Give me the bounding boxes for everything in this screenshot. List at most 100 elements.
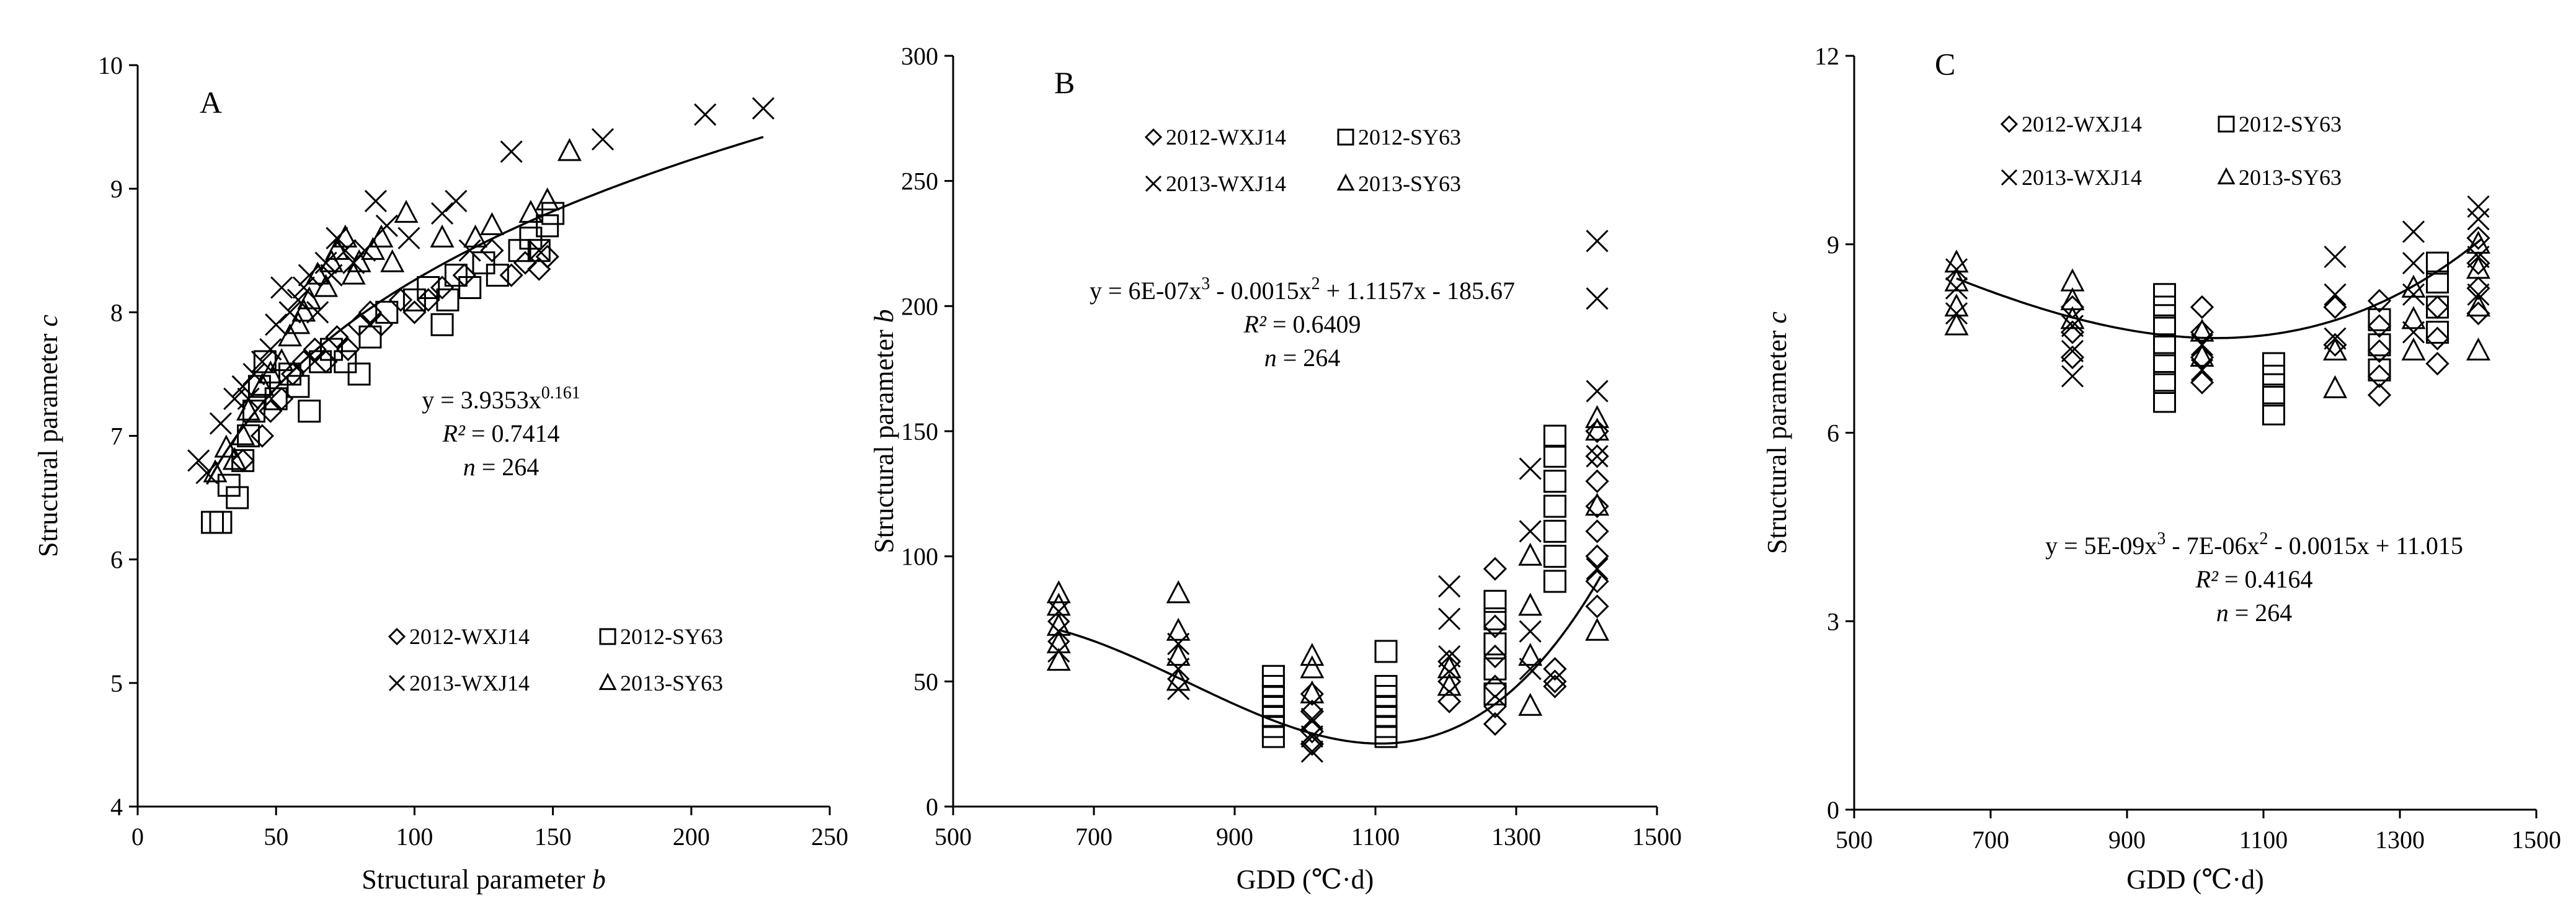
data-point: [2466, 276, 2490, 300]
data-point: [336, 337, 360, 362]
data-point: [2466, 230, 2490, 254]
legend-marker: [388, 627, 406, 646]
y-tick-label: 150: [901, 418, 938, 445]
trend-line: [1956, 238, 2483, 339]
y-tick-label: 300: [901, 42, 938, 70]
legend-label: 2012-SY63: [1358, 125, 1461, 150]
data-point: [2153, 295, 2176, 319]
data-point: [1300, 682, 1324, 706]
fit-equation: y = 5E-09x3 - 7E-06x2 - 0.0015x + 11.015…: [2045, 529, 2463, 627]
sample-size: n = 264: [1264, 344, 1341, 372]
data-point: [1300, 707, 1323, 730]
data-point: [1586, 445, 1609, 468]
data-point: [430, 313, 454, 336]
data-point: [251, 350, 273, 374]
data-point: [347, 362, 371, 386]
data-point: [2153, 390, 2176, 413]
series-2013-SY63: [1944, 230, 2490, 398]
data-point: [1483, 632, 1507, 656]
data-point: [2402, 321, 2425, 344]
data-point: [2061, 365, 2084, 388]
series-2013-WXJ14: [187, 97, 775, 485]
y-tick-label: 50: [913, 668, 938, 696]
data-point: [394, 200, 419, 223]
data-point: [2368, 333, 2391, 357]
data-point: [1483, 694, 1508, 718]
data-point: [2061, 339, 2084, 362]
data-point: [1437, 689, 1462, 713]
data-point: [2426, 295, 2449, 319]
legend-item: 2012-WXJ14: [1144, 125, 1286, 150]
legend-item: 2013-WXJ14: [1145, 171, 1286, 196]
y-axis-label: Structural parameter c: [33, 315, 63, 557]
data-point: [1543, 657, 1567, 681]
data-point: [2466, 226, 2490, 250]
data-point: [1047, 600, 1070, 623]
data-point: [1543, 424, 1566, 448]
x-axis-label: GDD (℃·d): [1237, 864, 1374, 895]
x-tick-label: 0: [131, 823, 144, 851]
data-point: [541, 202, 565, 225]
data-point: [187, 449, 210, 472]
data-point: [203, 459, 228, 483]
data-point: [1483, 589, 1507, 613]
data-point: [242, 400, 265, 423]
data-point: [752, 97, 775, 120]
data-point: [2153, 314, 2176, 338]
data-point: [1585, 493, 1610, 516]
data-point: [375, 214, 398, 237]
x-tick-label: 200: [673, 823, 710, 851]
x-axis-label: Structural parameter b: [362, 864, 605, 895]
data-point: [1166, 643, 1191, 666]
data-point: [1518, 692, 1543, 716]
data-point: [557, 138, 582, 161]
legend-marker: [2001, 169, 2018, 186]
legend-marker: [1337, 128, 1354, 146]
data-point: [2367, 339, 2392, 363]
data-point: [334, 239, 357, 262]
data-point: [278, 301, 301, 324]
r-squared: R² = 0.6409: [1243, 310, 1361, 338]
data-point: [314, 274, 339, 297]
data-point: [324, 236, 349, 260]
data-point: [297, 286, 322, 310]
y-tick-label: 3: [1827, 607, 1839, 635]
data-point: [319, 338, 343, 361]
y-tick-label: 7: [110, 423, 123, 450]
data-point: [1046, 593, 1071, 616]
data-point: [1519, 520, 1542, 543]
data-point: [2367, 364, 2392, 388]
y-tick-label: 6: [1827, 419, 1839, 447]
data-point: [270, 276, 293, 299]
y-tick-label: 0: [1827, 796, 1839, 824]
legend-label: 2012-WXJ14: [409, 624, 530, 649]
legend-marker: [598, 673, 617, 691]
data-point: [2401, 306, 2426, 329]
data-point: [305, 261, 330, 285]
data-point: [1483, 712, 1508, 736]
data-point: [1437, 655, 1462, 679]
data-point: [265, 313, 288, 336]
data-point: [1300, 732, 1324, 756]
data-point: [513, 251, 538, 275]
y-axis-label: Structural parameter b: [869, 309, 899, 553]
legend-label: 2013-WXJ14: [2022, 165, 2142, 190]
data-point: [209, 412, 232, 435]
y-tick-label: 100: [901, 543, 938, 571]
data-point: [500, 140, 523, 163]
data-point: [1374, 640, 1398, 663]
data-point: [2153, 371, 2176, 394]
legend-marker: [388, 674, 406, 692]
data-point: [1585, 594, 1609, 619]
data-point: [231, 449, 255, 472]
legend-label: 2012-WXJ14: [2022, 112, 2142, 136]
data-point: [535, 187, 560, 211]
panel-letter: A: [200, 85, 222, 120]
data-point: [325, 325, 349, 349]
data-point: [358, 325, 382, 349]
r-squared: R² = 0.4164: [2195, 565, 2313, 593]
data-point: [292, 276, 315, 299]
data-point: [1585, 617, 1610, 641]
data-point: [499, 263, 523, 287]
data-point: [458, 276, 482, 299]
